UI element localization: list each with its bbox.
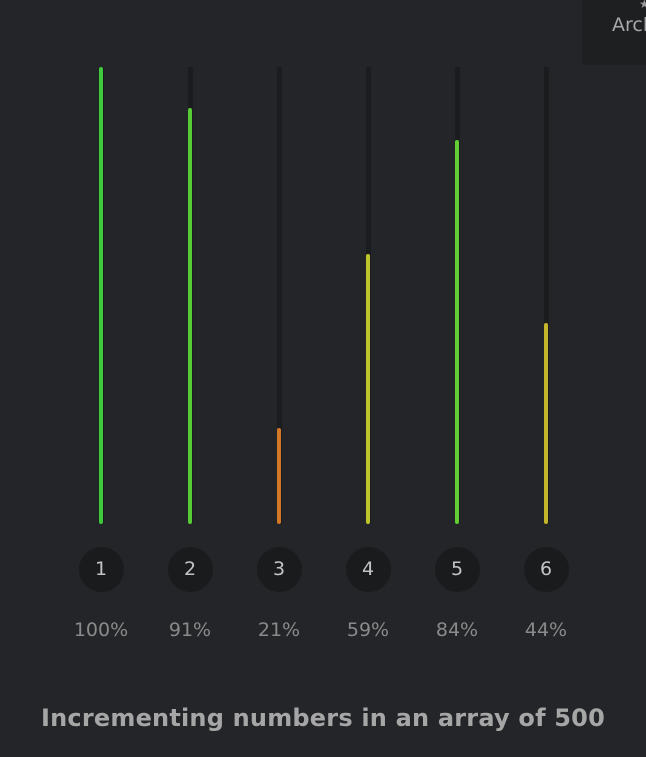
category-label-4: 4 <box>345 547 391 592</box>
archive-panel[interactable]: ★ Arch <box>582 0 646 65</box>
bar-track-3 <box>276 67 282 524</box>
archive-label: Arch <box>612 14 646 36</box>
bar-5 <box>455 140 459 524</box>
bar-4 <box>366 254 370 524</box>
bar-1 <box>99 67 103 524</box>
chart-title: Incrementing numbers in an array of 500 <box>41 704 605 732</box>
category-label-2: 2 <box>167 547 213 592</box>
value-label-4: 59% <box>346 619 390 641</box>
value-label-3: 21% <box>257 619 301 641</box>
category-label-5: 5 <box>434 547 480 592</box>
category-label-3: 3 <box>256 547 302 592</box>
value-label-6: 44% <box>524 619 568 641</box>
value-label-2: 91% <box>168 619 212 641</box>
value-label-1: 100% <box>73 619 129 641</box>
pin-icon: ★ <box>639 0 646 11</box>
bar-3 <box>277 428 281 524</box>
category-label-6: 6 <box>523 547 569 592</box>
value-label-5: 84% <box>435 619 479 641</box>
category-label-1: 1 <box>78 547 124 592</box>
bar-track-6 <box>543 67 549 524</box>
bar-2 <box>188 108 192 524</box>
bar-6 <box>544 323 548 524</box>
